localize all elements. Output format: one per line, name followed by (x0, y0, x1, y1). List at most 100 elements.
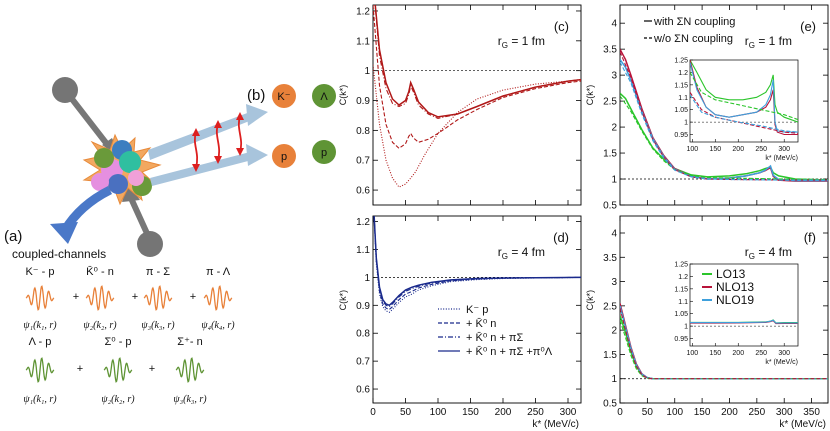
panel-label: (d) (553, 230, 569, 245)
inset-x-tick-label: 100 (686, 146, 698, 153)
x-tick-label: 350 (803, 407, 820, 418)
x-tick-label: 50 (400, 407, 412, 418)
plus-sign: + (77, 363, 83, 375)
channel-label: π - Σ (146, 266, 170, 278)
inset-y-tick-label: 1.2 (678, 70, 688, 77)
series-group (620, 48, 828, 182)
y-axis-label: C(k*) (585, 85, 595, 106)
incoming-particle-lower (137, 231, 163, 257)
series-line (620, 92, 828, 181)
proton2-label: p (321, 147, 327, 159)
series-group (373, 216, 581, 313)
inset-y-tick-label: 1.25 (674, 58, 688, 65)
y-tick-label: 4 (611, 19, 617, 30)
y-tick-label: 0.7 (356, 357, 370, 368)
chart-panel-c: 0.6 0.7 0.8 0.9 1 1.1 1.2 C(k*) (c) rG = 1 fm (338, 4, 582, 206)
y-tick-label: 0.7 (356, 156, 370, 167)
series-line (373, 64, 581, 188)
y-tick-label: 3.5 (603, 253, 617, 264)
y-tick-label: 4 (611, 229, 617, 240)
chart-panel-d: 0.6 0.7 0.8 0.9 1 1.1 1.2 0 50 100 150 200 250 300 C(k… (338, 215, 582, 430)
inset-y-tick-label: 1.1 (678, 299, 688, 306)
proton-particle (272, 144, 296, 168)
chart-panel-f: 0.5 1 1.5 2 2.5 3 3.5 4 0 50 100 150 200 250 300 350 C(k… (585, 215, 829, 430)
y-tick-label: 0.9 (356, 301, 370, 312)
y-tick-label: 1 (611, 374, 617, 385)
plot-frame (372, 215, 582, 404)
inset-series-line (690, 60, 798, 123)
x-tick-label: 200 (495, 407, 512, 418)
series-group (620, 303, 828, 380)
y-tick-label: 2.5 (603, 301, 617, 312)
nucleon-icon (128, 170, 144, 186)
legend-entry: NLO19 (716, 293, 754, 307)
panel-label: (e) (800, 19, 816, 34)
wavefunction-label: ψ₁(k₁, r) (23, 394, 57, 405)
y-tick-label: 2.5 (603, 97, 617, 108)
outgoing-track-lower (150, 152, 252, 186)
wavefunction-icon (143, 285, 173, 311)
x-tick-label: 300 (776, 407, 793, 418)
y-tick-label: 1 (364, 66, 370, 77)
inset-y-tick-label: 1 (684, 324, 688, 331)
inset-x-tick-label: 150 (709, 146, 721, 153)
inset-x-tick-label: 150 (709, 350, 721, 357)
inset-series-line (690, 94, 798, 133)
wavefunction-icon (25, 285, 55, 311)
proton-label: p (281, 151, 287, 163)
channel-label: π - Λ (206, 266, 231, 278)
nucleon-icon (108, 174, 128, 194)
kaon-label: K⁻ (277, 91, 290, 103)
wavefunction-icon (203, 285, 233, 311)
inset-y-tick-label: 1 (684, 120, 688, 127)
radius-label: rG = 4 fm (745, 245, 792, 261)
channel-label: Σ⁰ - p (104, 336, 131, 348)
outgoing-arrowhead-upper (246, 104, 268, 126)
wavefunction-label: ψ₄(k₄, r) (201, 320, 235, 331)
incoming-particle-upper (52, 77, 78, 103)
inset-series-group (690, 60, 798, 136)
y-tick-label: 0.5 (603, 399, 617, 410)
wavefunction-icon (103, 357, 133, 383)
inset-x-axis-label: k* (MeV/c) (765, 359, 798, 366)
y-tick-label: 0.9 (356, 96, 370, 107)
inset-x-tick-label: 300 (778, 350, 790, 357)
panel-label: (f) (804, 230, 816, 245)
series-line (373, 5, 581, 150)
y-tick-label: 0.6 (356, 186, 370, 197)
series-line (620, 59, 828, 182)
radius-label: rG = 4 fm (498, 245, 545, 261)
kaon-particle (272, 84, 296, 108)
inset-y-tick-label: 1.25 (674, 262, 688, 269)
y-tick-label: 3 (611, 277, 617, 288)
series-line (620, 95, 828, 181)
x-tick-label: 100 (430, 407, 447, 418)
series-line (373, 216, 581, 313)
inset-e: 0.95 1 1.05 1.1 1.15 1.2 1.25 100 150 200 250 300 k*… (674, 58, 799, 162)
legend-entry: K⁻ p (466, 304, 488, 316)
plus-sign: + (73, 291, 79, 303)
legend-entry: LO13 (716, 267, 746, 281)
x-tick-label: 100 (666, 407, 683, 418)
y-tick-label: 1.2 (356, 6, 370, 17)
channel-label: Σ⁺- n (177, 336, 202, 348)
wavefunction-label: ψ₂(k₂, r) (101, 394, 135, 405)
y-tick-label: 3 (611, 71, 617, 82)
coupled-channels-title: coupled-channels (12, 247, 106, 261)
y-tick-label: 1.1 (356, 245, 370, 256)
plot-frame (619, 4, 829, 206)
chart-panel-e: 0.5 1 1.5 2 2.5 3 3.5 4 C(k*) (e) rG = 1 fm with ΣN… (585, 4, 829, 212)
y-tick-label: 0.8 (356, 329, 370, 340)
nucleon-icon (91, 173, 109, 191)
radius-label: rG = 1 fm (745, 34, 792, 50)
wavefunction-label: ψ₃(k₃, r) (173, 394, 207, 405)
legend-entry: w/o ΣN coupling (653, 33, 733, 45)
y-tick-label: 1 (611, 175, 617, 186)
inset-series-line (690, 319, 798, 324)
x-tick-label: 300 (560, 407, 577, 418)
y-tick-label: 3.5 (603, 45, 617, 56)
x-tick-label: 150 (462, 407, 479, 418)
legend-entry: + K̄⁰ n + πΣ (466, 331, 524, 344)
plus-sign: + (190, 291, 196, 303)
inset-x-tick-label: 250 (755, 350, 767, 357)
